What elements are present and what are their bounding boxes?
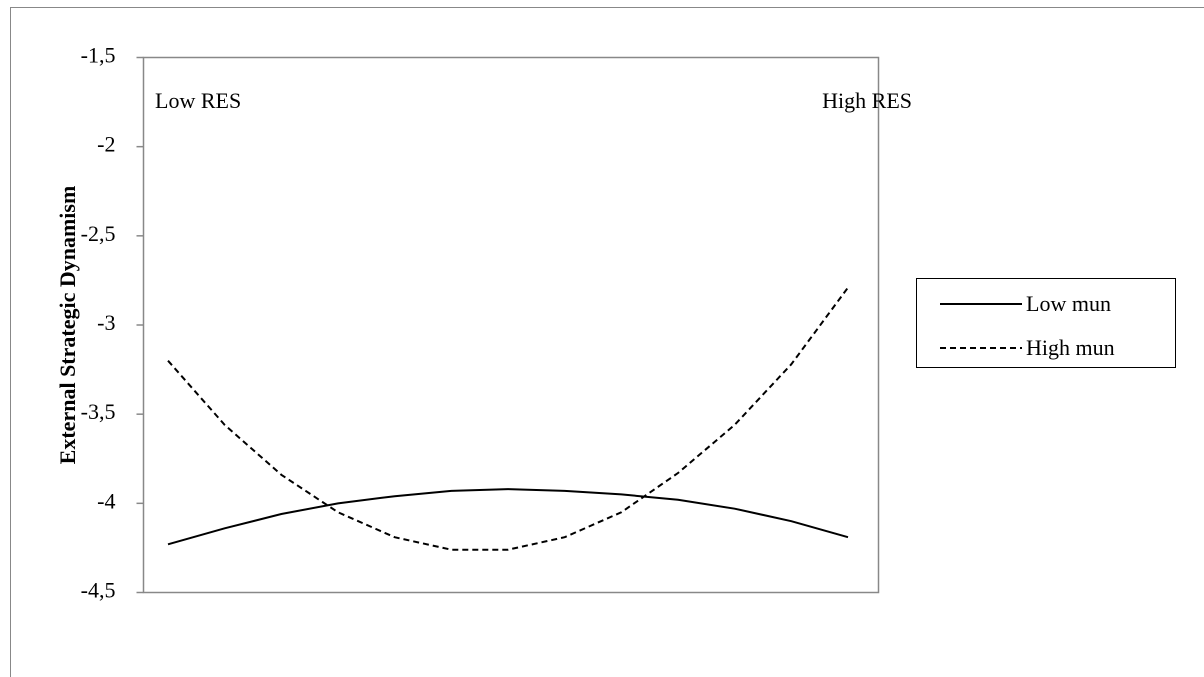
plot-frame xyxy=(142,56,880,594)
y-tick-label: -3,5 xyxy=(81,399,116,424)
legend-box xyxy=(916,278,1176,368)
y-axis-title: External Strategic Dynamism xyxy=(55,186,80,465)
y-tick-label: -1,5 xyxy=(81,43,116,68)
legend-label: Low mun xyxy=(1026,291,1111,316)
y-tick-label: -2,5 xyxy=(81,221,116,246)
y-tick-label: -4 xyxy=(97,488,115,513)
legend-label: High mun xyxy=(1026,335,1115,360)
y-tick-label: -2 xyxy=(97,132,115,157)
annotation: Low RES xyxy=(155,88,241,113)
annotation: High RES xyxy=(822,88,912,113)
series-line xyxy=(167,488,849,546)
y-tick-label: -4,5 xyxy=(81,578,116,603)
y-tick-label: -3 xyxy=(97,310,115,335)
series-line xyxy=(167,286,849,551)
outer-frame xyxy=(10,7,1204,677)
